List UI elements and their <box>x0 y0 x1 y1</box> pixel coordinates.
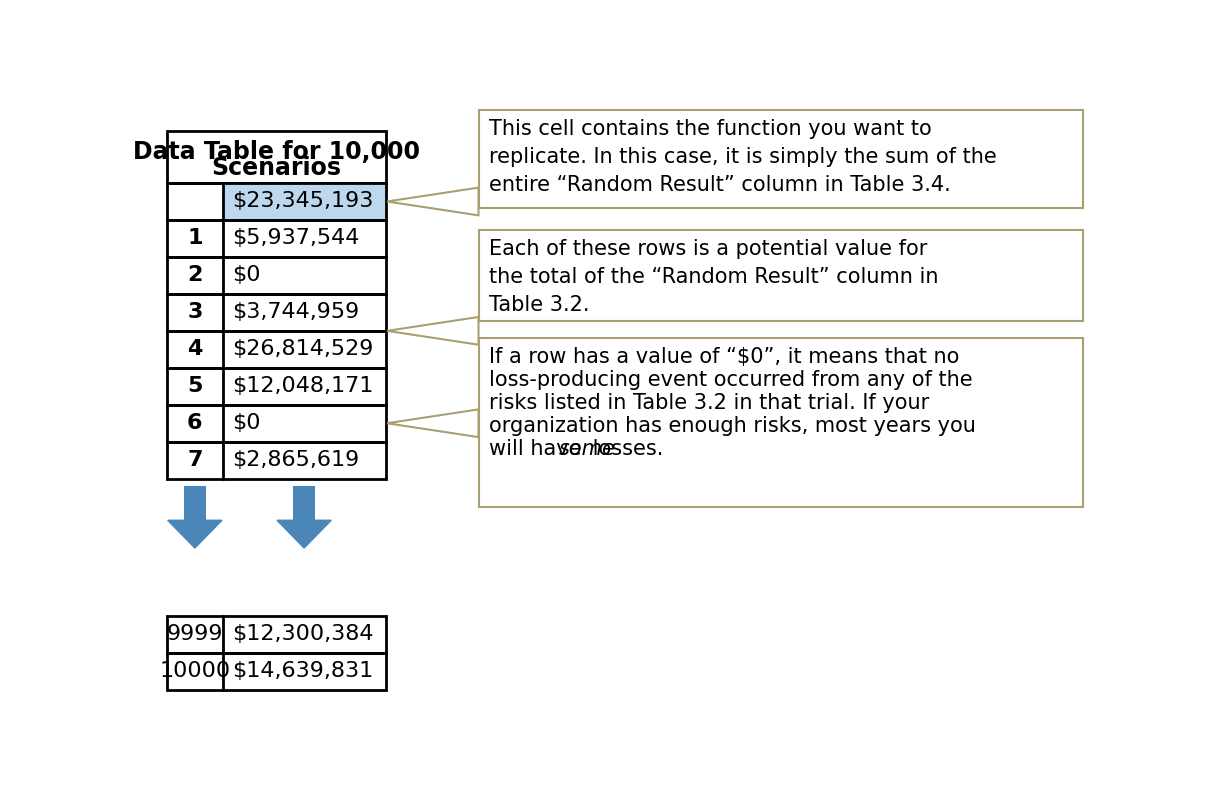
Text: 6: 6 <box>187 414 203 434</box>
Bar <box>166 294 386 331</box>
Bar <box>166 331 386 368</box>
Bar <box>166 220 386 257</box>
Bar <box>166 405 386 442</box>
Bar <box>166 368 386 405</box>
Text: $12,300,384: $12,300,384 <box>233 624 373 644</box>
Text: $26,814,529: $26,814,529 <box>233 339 373 359</box>
Text: If a row has a value of “$0”, it means that no: If a row has a value of “$0”, it means t… <box>490 347 960 367</box>
Text: 10000: 10000 <box>159 661 230 681</box>
Bar <box>223 183 386 220</box>
Text: $2,865,619: $2,865,619 <box>233 450 360 470</box>
Text: 4: 4 <box>187 339 202 359</box>
Polygon shape <box>387 188 479 215</box>
Bar <box>166 442 386 478</box>
Bar <box>166 130 386 183</box>
Text: 2: 2 <box>187 266 202 286</box>
Polygon shape <box>387 410 479 437</box>
Text: $23,345,193: $23,345,193 <box>233 191 373 211</box>
Text: Scenarios: Scenarios <box>212 156 341 180</box>
Bar <box>479 110 1083 209</box>
Text: Data Table for 10,000: Data Table for 10,000 <box>132 140 420 164</box>
Bar <box>184 486 206 520</box>
Text: $3,744,959: $3,744,959 <box>233 302 360 322</box>
Text: $0: $0 <box>233 266 261 286</box>
Text: $14,639,831: $14,639,831 <box>233 661 373 681</box>
Bar <box>166 183 386 220</box>
Bar <box>479 338 1083 507</box>
Text: $5,937,544: $5,937,544 <box>233 229 360 249</box>
Text: risks listed in Table 3.2 in that trial. If your: risks listed in Table 3.2 in that trial.… <box>490 393 929 413</box>
Text: some: some <box>559 439 616 459</box>
Text: $12,048,171: $12,048,171 <box>233 376 373 396</box>
Bar <box>166 616 386 653</box>
Text: will have: will have <box>490 439 589 459</box>
Bar <box>294 486 315 520</box>
Text: This cell contains the function you want to
replicate. In this case, it is simpl: This cell contains the function you want… <box>490 119 998 195</box>
Polygon shape <box>277 520 332 548</box>
Text: $0: $0 <box>233 414 261 434</box>
Text: Each of these rows is a potential value for
the total of the “Random Result” col: Each of these rows is a potential value … <box>490 239 939 315</box>
Text: 9999: 9999 <box>166 624 223 644</box>
Bar <box>166 653 386 690</box>
Bar <box>479 338 1083 507</box>
Text: 1: 1 <box>187 229 203 249</box>
Text: loss-producing event occurred from any of the: loss-producing event occurred from any o… <box>490 370 973 390</box>
Polygon shape <box>387 317 479 345</box>
Polygon shape <box>168 520 222 548</box>
Text: 3: 3 <box>187 302 202 322</box>
Bar <box>166 257 386 294</box>
Bar <box>479 110 1083 209</box>
Text: 5: 5 <box>187 376 202 396</box>
Text: 7: 7 <box>187 450 203 470</box>
Text: losses.: losses. <box>586 439 663 459</box>
Bar <box>479 230 1083 321</box>
Text: organization has enough risks, most years you: organization has enough risks, most year… <box>490 416 977 436</box>
Bar <box>479 230 1083 321</box>
